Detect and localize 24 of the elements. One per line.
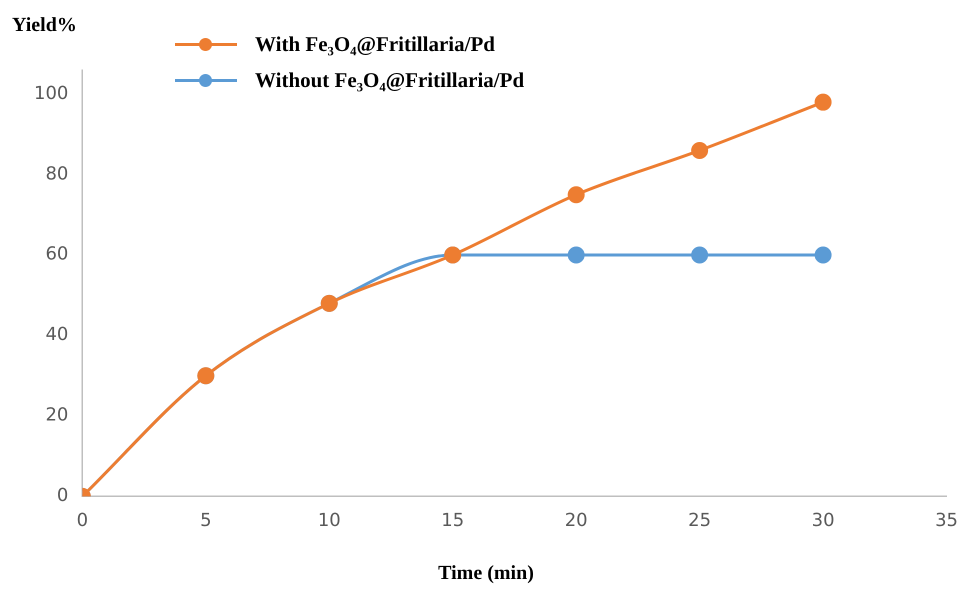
point [568, 186, 585, 204]
x-tick-label: 35 [935, 510, 958, 531]
x-tick-label: 0 [76, 510, 88, 531]
x-tick-label: 10 [318, 510, 341, 531]
y-tick-label: 80 [45, 163, 68, 184]
y-tick-label: 100 [34, 82, 68, 104]
legend-label: Without Fe₃O₄@Fritillaria/Pd [255, 68, 524, 92]
x-axis-title: Time (min) [437, 562, 535, 585]
y-tick-label: 40 [45, 324, 68, 346]
y-axis-title: Yield% [12, 14, 77, 37]
y-tick-label: 60 [45, 244, 68, 265]
point [568, 246, 585, 264]
legend-label: With Fe₃O₄@Fritillaria/Pd [255, 32, 495, 56]
x-tick-label: 30 [812, 510, 835, 531]
x-tick-label: 20 [564, 510, 588, 531]
y-tick-label: 0 [56, 485, 68, 506]
x-tick-label: 5 [200, 510, 212, 531]
point [814, 246, 832, 264]
point [814, 94, 832, 111]
x-tick-label: 25 [688, 510, 712, 531]
x-tick-label: 15 [441, 510, 464, 531]
point [691, 246, 708, 264]
y-tick-label: 20 [45, 404, 68, 426]
point [691, 142, 708, 159]
